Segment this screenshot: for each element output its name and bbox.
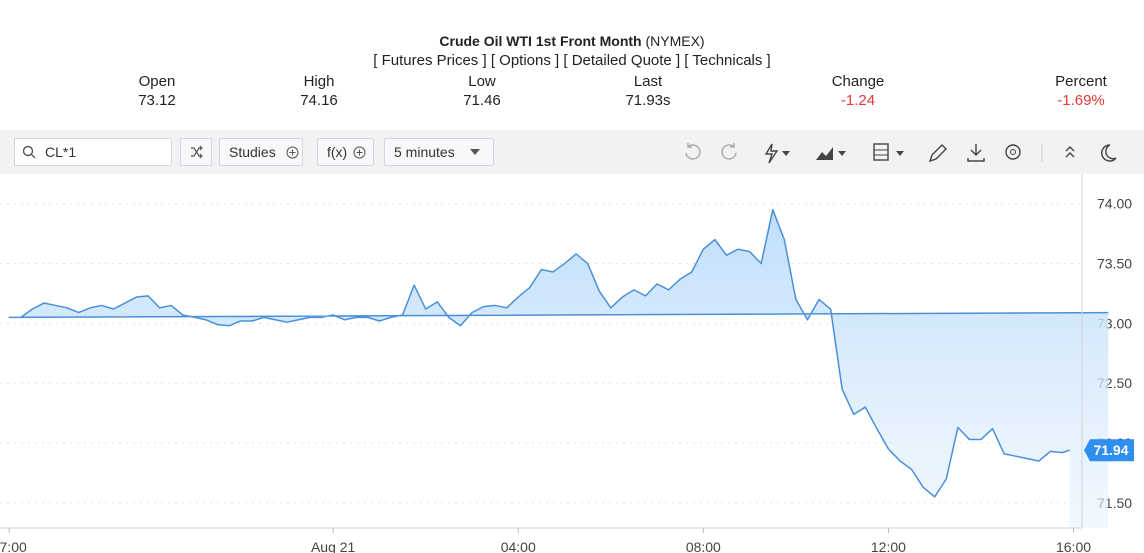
- quote-cell: Percent -1.69%: [1031, 72, 1131, 110]
- quote-cell: Open 73.12: [107, 72, 207, 110]
- quote-value: 74.16: [300, 92, 338, 109]
- plus-icon: [353, 146, 366, 159]
- x-tick-label: Aug 21: [311, 539, 356, 553]
- quote-value: -1.69%: [1057, 92, 1105, 109]
- link[interactable]: [ Futures Prices ]: [373, 52, 487, 69]
- y-tick-label: 73.50: [1097, 256, 1132, 272]
- quote-value: 71.46: [463, 92, 501, 109]
- draw-tool[interactable]: [764, 143, 779, 164]
- symbol-search[interactable]: CL*1: [14, 138, 172, 166]
- last-price-tag: [1084, 439, 1134, 462]
- last-price-label: 71.94: [1093, 442, 1128, 458]
- link[interactable]: [ Technicals ]: [684, 52, 771, 69]
- quote-label: Low: [468, 73, 496, 90]
- price-line: [8, 208, 1109, 498]
- x-tick-label: 16:00: [1056, 539, 1091, 553]
- download[interactable]: [967, 144, 985, 162]
- settings[interactable]: [1005, 144, 1021, 160]
- x-tick-label: 08:00: [686, 539, 721, 553]
- tool-icons: [685, 143, 1117, 164]
- quote-value: 73.12: [138, 92, 176, 109]
- redo[interactable]: [721, 143, 737, 160]
- dropdown-arrow: [896, 151, 904, 156]
- link[interactable]: [ Detailed Quote ]: [563, 52, 681, 69]
- collapse[interactable]: [1065, 146, 1075, 158]
- x-tick-label: 17:00: [0, 539, 27, 553]
- link[interactable]: [ Options ]: [490, 52, 560, 69]
- area-fill: [9, 209, 1109, 528]
- dropdown-arrow: [782, 151, 790, 156]
- quote-label: Percent: [1055, 73, 1107, 90]
- quote-cell: High 74.16: [269, 72, 369, 110]
- dark-mode[interactable]: [1101, 144, 1117, 162]
- quote-label: Open: [138, 73, 176, 90]
- quote-cell: Change -1.24: [808, 72, 908, 110]
- undo[interactable]: [685, 143, 701, 160]
- quote-value: -1.24: [840, 92, 876, 109]
- compare-icon: [191, 145, 203, 159]
- quote-cell: Low 71.46: [432, 72, 532, 110]
- quote-cell: Last 71.93s: [598, 72, 698, 110]
- links: [ Futures Prices ] [ Options ] [ Detaile…: [0, 52, 1144, 69]
- quote-label: Last: [633, 73, 663, 90]
- search-icon: [22, 145, 36, 159]
- toolbar: CL*1 Studies f(x) 5 minutes: [0, 130, 1144, 174]
- quote-value: 71.93s: [625, 92, 671, 109]
- title: Crude Oil WTI 1st Front Month: [439, 33, 642, 49]
- exchange: (NYMEX): [645, 33, 705, 49]
- title-row: Crude Oil WTI 1st Front Month (NYMEX): [0, 33, 1144, 49]
- quote-label: Change: [831, 73, 885, 90]
- dropdown-arrow: [470, 149, 480, 155]
- layout[interactable]: [873, 143, 889, 161]
- compare-button[interactable]: [180, 138, 212, 166]
- pen[interactable]: [928, 144, 947, 163]
- dropdown-arrow: [838, 151, 846, 156]
- x-tick-label: 12:00: [871, 539, 906, 553]
- x-tick-label: 04:00: [501, 539, 536, 553]
- plus-icon: [286, 146, 299, 159]
- chart-type[interactable]: [816, 147, 833, 160]
- quote-label: High: [303, 73, 335, 90]
- studies-button[interactable]: Studies: [219, 138, 303, 166]
- y-tick-label: 74.00: [1097, 196, 1132, 212]
